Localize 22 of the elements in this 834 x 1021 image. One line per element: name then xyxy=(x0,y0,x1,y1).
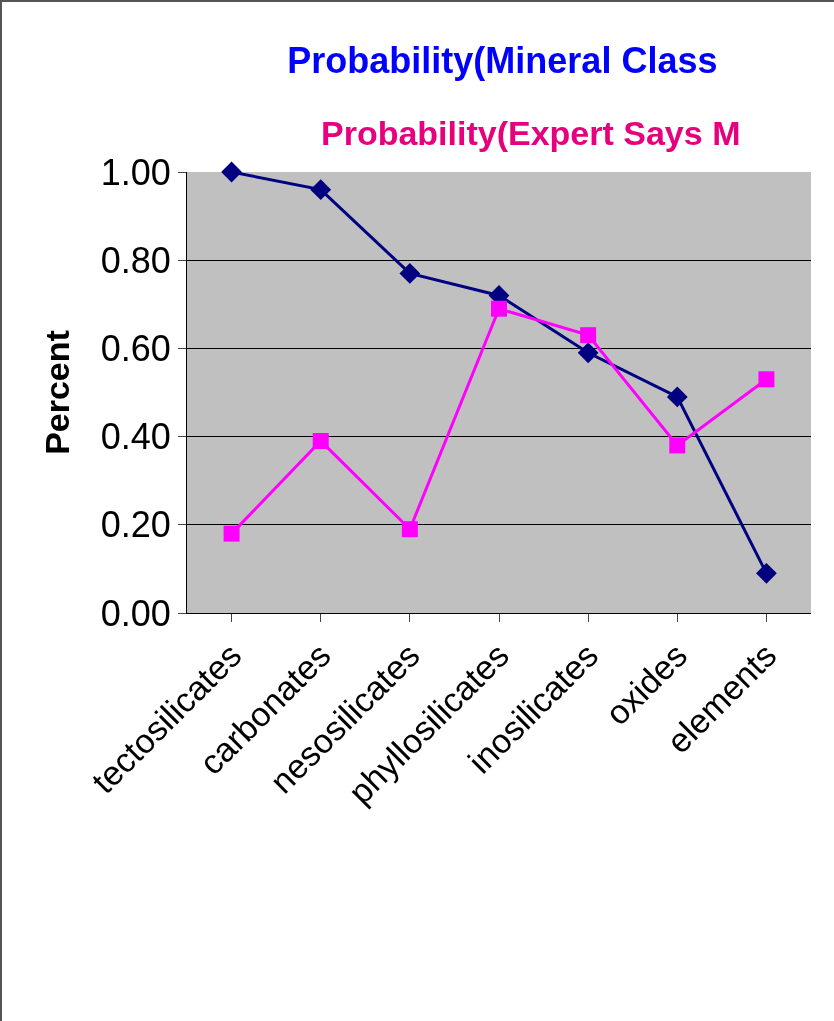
y-tick-label: 0.00 xyxy=(100,592,171,634)
point xyxy=(312,433,329,450)
point xyxy=(756,562,777,584)
point xyxy=(221,161,242,183)
point xyxy=(491,300,507,317)
point xyxy=(666,386,688,408)
y-axis-title: Percent xyxy=(38,330,77,455)
point xyxy=(399,263,421,284)
chart-subtitle: Probability(Expert Says M xyxy=(321,114,741,152)
chart-title: Probability(Mineral Class xyxy=(287,40,718,82)
point xyxy=(580,327,597,344)
point xyxy=(669,437,686,454)
y-tick-label: 0.60 xyxy=(100,328,171,369)
point xyxy=(758,371,775,388)
y-tick-label: 0.80 xyxy=(100,239,171,281)
y-tick-label: 0.40 xyxy=(100,416,171,458)
point xyxy=(310,179,332,201)
point xyxy=(223,525,240,542)
y-tick-label: 0.20 xyxy=(100,504,171,546)
point xyxy=(577,342,599,364)
y-tick-label: 1.00 xyxy=(100,151,171,193)
point xyxy=(401,521,418,538)
